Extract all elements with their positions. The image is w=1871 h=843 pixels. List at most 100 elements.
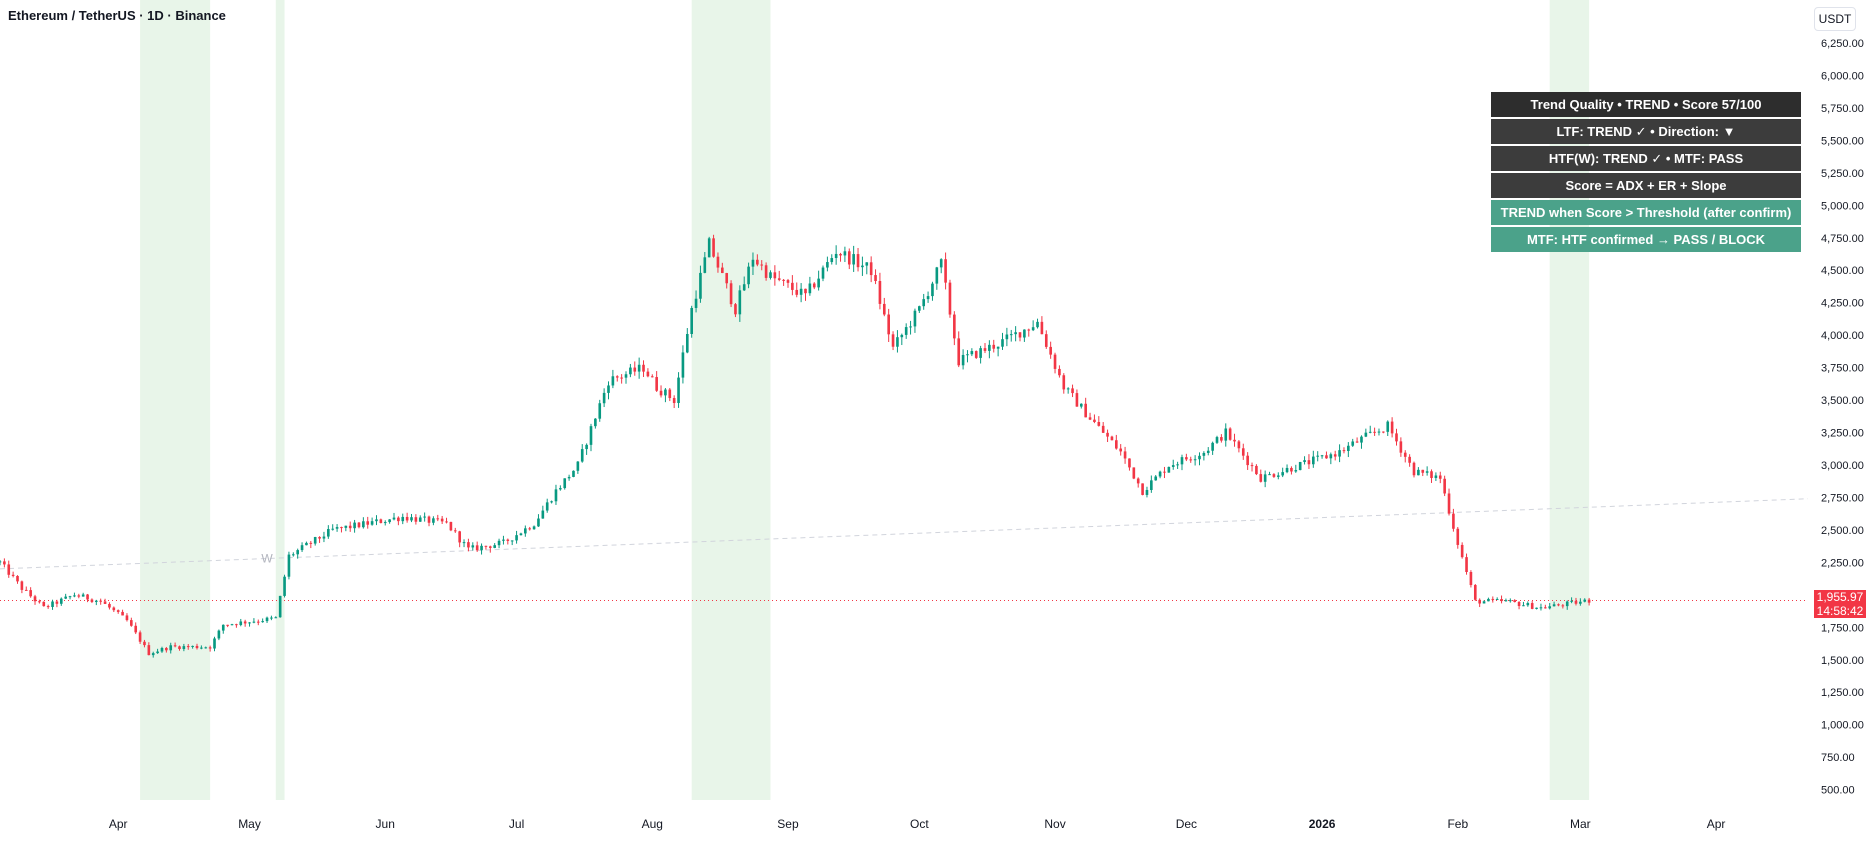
candle-body — [29, 590, 32, 597]
candle-body — [791, 282, 794, 290]
candle-body — [467, 542, 470, 548]
y-axis-tick-label: 4,000.00 — [1821, 330, 1864, 342]
candle-body — [1526, 603, 1530, 606]
candle-body — [497, 540, 501, 546]
candle-body — [1360, 436, 1363, 443]
candle-body — [1347, 445, 1350, 451]
candle-body — [1136, 478, 1140, 484]
candle-body — [182, 646, 186, 650]
candle-body — [1579, 601, 1582, 604]
panel-row-htf: HTF(W): TREND ✓ • MTF: PASS — [1491, 146, 1801, 171]
candle-body — [821, 267, 825, 279]
candle-body — [642, 364, 645, 372]
candle-body — [256, 621, 260, 623]
candle-body — [64, 596, 67, 599]
candle-body — [756, 259, 759, 265]
candle-body — [572, 470, 575, 477]
candle-body — [1338, 450, 1341, 457]
y-axis-tick-label: 3,750.00 — [1821, 363, 1864, 375]
candle-body — [221, 624, 225, 631]
candle-body — [1005, 334, 1009, 340]
candle-body — [655, 377, 658, 391]
candle-body — [721, 267, 724, 274]
x-axis-tick-label: Nov — [1044, 817, 1065, 831]
candle-body — [1189, 459, 1193, 461]
candle-body — [68, 596, 72, 598]
candle-body — [453, 530, 457, 532]
candle-body — [414, 517, 418, 522]
candle-body — [524, 528, 527, 534]
y-axis-tick-label: 2,250.00 — [1821, 557, 1864, 569]
candle-body — [484, 545, 488, 547]
candle-body — [843, 251, 847, 256]
x-axis-tick-label: Sep — [777, 817, 799, 831]
candle-body — [436, 518, 440, 520]
candle-body — [1377, 431, 1381, 433]
candle-body — [252, 621, 256, 623]
candle-body — [471, 545, 475, 548]
candle-body — [887, 314, 890, 335]
candle-body — [716, 256, 720, 268]
currency-selector-button[interactable]: USDT — [1814, 7, 1856, 31]
candle-body — [602, 392, 606, 404]
candle-body — [585, 444, 588, 450]
candle-body — [1115, 440, 1118, 449]
candle-body — [1535, 607, 1538, 609]
candle-body — [1110, 436, 1114, 441]
candle-body — [265, 617, 269, 622]
candle-body — [528, 528, 532, 530]
candle-body — [1355, 441, 1359, 443]
candle-body — [847, 251, 851, 265]
candle-body — [11, 574, 15, 576]
candle-body — [397, 517, 400, 522]
x-axis-tick-label: Apr — [1707, 817, 1726, 831]
candle-body — [1044, 334, 1048, 347]
candle-body — [1185, 457, 1188, 460]
candle-body — [668, 389, 672, 399]
candle-body — [615, 376, 619, 378]
y-axis-tick-label: 3,250.00 — [1821, 428, 1864, 440]
candle-body — [1364, 432, 1368, 437]
candle-body — [1495, 599, 1499, 601]
candle-body — [1145, 489, 1149, 495]
candle-body — [344, 525, 348, 528]
candle-body — [646, 371, 650, 377]
candle-body — [738, 290, 742, 315]
panel-row-score: Trend Quality • TREND • Score 57/100 — [1491, 92, 1801, 117]
candle-body — [541, 510, 545, 519]
candle-body — [834, 253, 838, 259]
candle-body — [1469, 571, 1473, 586]
candle-body — [1312, 456, 1315, 465]
candle-body — [1062, 375, 1066, 390]
candle-body — [1570, 600, 1573, 602]
candle-body — [1150, 480, 1153, 490]
candle-body — [567, 476, 571, 479]
candle-body — [1246, 455, 1249, 466]
candle-body — [51, 601, 54, 607]
x-axis-tick-label: Apr — [109, 817, 128, 831]
candle-body — [506, 539, 510, 541]
candle-body — [151, 653, 155, 656]
candle-body — [1399, 441, 1403, 453]
candle-body — [270, 617, 273, 619]
candle-body — [1548, 606, 1552, 609]
candle-body — [318, 537, 321, 539]
y-axis-tick-label: 5,250.00 — [1821, 168, 1864, 180]
candle-body — [970, 351, 974, 355]
candle-body — [1101, 425, 1105, 433]
candle-body — [537, 518, 540, 527]
candle-body — [1574, 600, 1578, 604]
candle-body — [904, 327, 908, 335]
candle-body — [1443, 478, 1446, 494]
candle-body — [7, 564, 11, 575]
panel-row-trend-rule: TREND when Score > Threshold (after conf… — [1491, 200, 1801, 225]
candle-body — [0, 561, 2, 563]
candle-body — [1009, 334, 1013, 336]
candle-body — [664, 389, 667, 396]
candle-body — [208, 647, 212, 649]
symbol-title: Ethereum / TetherUS · 1D · Binance — [8, 8, 226, 23]
candle-body — [1176, 464, 1179, 466]
candle-body — [340, 527, 343, 529]
